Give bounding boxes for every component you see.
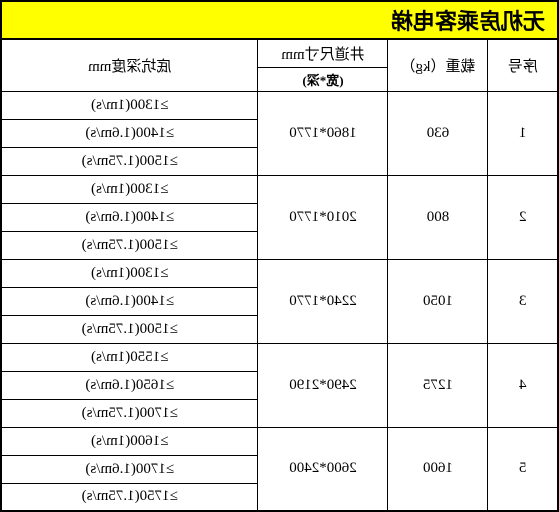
table-title: 无机房乘客电梯 [0,0,559,38]
cell-pit: ≥1500(1.75m/s) [1,231,258,259]
cell-pit: ≥1400(1.6m/s) [1,119,258,147]
header-seq: 序号 [488,39,558,91]
cell-seq: 5 [488,427,558,511]
cell-pit: ≥1500(1.75m/s) [1,315,258,343]
cell-pit: ≥1300(1m/s) [1,91,258,119]
cell-pit: ≥1650(1.6m/s) [1,371,258,399]
cell-seq: 4 [488,343,558,427]
title-text: 无机房乘客电梯 [391,4,545,36]
cell-pit: ≥1700(1.75m/s) [1,399,258,427]
cell-pit: ≥1750(1.75m/s) [1,483,258,511]
elevator-spec-table: 序号 载重（kg） 井道尺寸mm 底坑深度mm (宽*深) 16301860*1… [0,38,559,512]
cell-seq: 1 [488,91,558,175]
cell-shaft: 2490*2190 [258,343,388,427]
header-shaft-sub: (宽*深) [258,67,388,91]
cell-pit: ≥1400(1.6m/s) [1,287,258,315]
cell-pit: ≥1300(1m/s) [1,259,258,287]
cell-pit: ≥1700(1.6m/s) [1,455,258,483]
cell-shaft: 2010*1770 [258,175,388,259]
cell-seq: 3 [488,259,558,343]
cell-load: 1600 [388,427,488,511]
cell-shaft: 2600*2400 [258,427,388,511]
cell-load: 630 [388,91,488,175]
cell-shaft: 2240*1770 [258,259,388,343]
cell-pit: ≥1400(1.6m/s) [1,203,258,231]
header-shaft: 井道尺寸mm [258,39,388,67]
cell-seq: 2 [488,175,558,259]
cell-load: 800 [388,175,488,259]
cell-pit: ≥1300(1m/s) [1,175,258,203]
cell-load: 1275 [388,343,488,427]
cell-shaft: 1860*1770 [258,91,388,175]
cell-pit: ≥1600(1m/s) [1,427,258,455]
cell-load: 1050 [388,259,488,343]
header-load: 载重（kg） [388,39,488,91]
header-pit: 底坑深度mm [1,39,258,91]
cell-pit: ≥1500(1.75m/s) [1,147,258,175]
cell-pit: ≥1550(1m/s) [1,343,258,371]
